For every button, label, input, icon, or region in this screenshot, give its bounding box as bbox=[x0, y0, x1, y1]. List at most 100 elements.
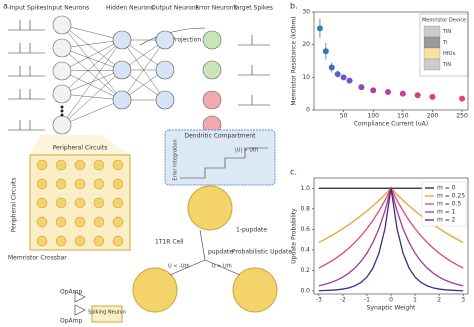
arrows bbox=[169, 229, 241, 276]
hidden-neuron bbox=[112, 60, 132, 80]
spike-train bbox=[8, 66, 45, 77]
spike-train bbox=[238, 65, 270, 76]
label: Error Neurons bbox=[195, 5, 236, 12]
cell-state bbox=[187, 185, 233, 231]
connection bbox=[61, 69, 123, 95]
label: 1-pupdate bbox=[236, 227, 267, 234]
memristor bbox=[74, 159, 86, 171]
memristor bbox=[74, 235, 86, 247]
legend-label: m = 0.5 bbox=[437, 201, 461, 208]
memristor bbox=[55, 235, 67, 247]
y-tick-label: 0.4 bbox=[300, 246, 310, 253]
input-neuron bbox=[52, 115, 72, 135]
connection bbox=[61, 24, 123, 41]
spike-train bbox=[8, 120, 45, 131]
layer bbox=[423, 36, 441, 49]
connection bbox=[61, 39, 123, 49]
layer bbox=[423, 25, 441, 38]
memristor bbox=[93, 197, 105, 209]
point bbox=[370, 87, 377, 94]
y-tick-label: 0.6 bbox=[300, 226, 310, 233]
connection bbox=[61, 69, 123, 72]
error-neuron bbox=[202, 60, 222, 80]
spike-train bbox=[238, 95, 270, 106]
connection bbox=[61, 24, 123, 71]
label: Target Spikes bbox=[232, 5, 273, 12]
x-tick-label: 250 bbox=[456, 113, 468, 120]
arrow bbox=[139, 27, 206, 46]
point bbox=[385, 89, 392, 96]
point bbox=[316, 25, 323, 32]
x-tick-label: 150 bbox=[397, 113, 409, 120]
memristor bbox=[74, 178, 86, 190]
x-tick-label: 1 bbox=[413, 297, 417, 304]
connection bbox=[61, 39, 123, 72]
memristor bbox=[36, 216, 48, 228]
memristor bbox=[93, 178, 105, 190]
hidden-neuron bbox=[112, 90, 132, 110]
connection bbox=[61, 47, 123, 71]
memristor bbox=[55, 197, 67, 209]
label: Memristor Crossbar bbox=[8, 255, 67, 262]
memristor bbox=[55, 159, 67, 171]
connection bbox=[61, 70, 123, 101]
point bbox=[358, 84, 365, 91]
point bbox=[340, 74, 347, 81]
label: Hidden Neurons bbox=[106, 5, 154, 12]
label: |U| > Uth bbox=[235, 148, 258, 154]
input-neuron bbox=[52, 38, 72, 58]
neuron-box bbox=[91, 305, 123, 323]
point bbox=[346, 77, 353, 84]
connection bbox=[61, 69, 123, 126]
point bbox=[334, 71, 341, 78]
input-neuron bbox=[52, 61, 72, 81]
y-axis-label: Update Probability bbox=[291, 208, 298, 264]
panel-letter: b. bbox=[290, 2, 298, 11]
label: Input Spikes bbox=[10, 5, 47, 12]
trapezoid bbox=[30, 135, 130, 155]
point bbox=[328, 64, 335, 71]
label: 1T1R Cell bbox=[155, 239, 184, 246]
label: OpAmp bbox=[60, 289, 82, 296]
memristor bbox=[74, 197, 86, 209]
legend-label: m = 2 bbox=[437, 217, 456, 224]
network bbox=[8, 15, 270, 155]
step-trace bbox=[180, 147, 268, 179]
x-tick-label: 50 bbox=[340, 113, 348, 120]
dot bbox=[60, 109, 64, 113]
legend-label: m = 0 bbox=[437, 185, 456, 192]
memristor bbox=[112, 235, 124, 247]
label: U > Uth bbox=[212, 264, 232, 270]
connection bbox=[61, 39, 123, 126]
x-tick-label: -2 bbox=[340, 297, 346, 304]
output-neuron bbox=[155, 30, 175, 50]
label: Input Neurons bbox=[47, 5, 89, 12]
memristor bbox=[36, 178, 48, 190]
layer-label: Ti bbox=[442, 40, 447, 46]
memristor bbox=[74, 216, 86, 228]
memristor bbox=[112, 216, 124, 228]
point bbox=[459, 95, 466, 102]
x-tick-label: 3 bbox=[461, 297, 465, 304]
panel-letter: a. bbox=[3, 2, 10, 11]
memristor bbox=[93, 216, 105, 228]
label: Spiking Neuron bbox=[88, 310, 126, 316]
spike-train bbox=[8, 89, 45, 100]
y-tick-label: 0.0 bbox=[300, 287, 310, 294]
connection bbox=[61, 99, 123, 126]
input-neuron bbox=[52, 15, 72, 35]
memristor bbox=[36, 159, 48, 171]
spike-train bbox=[238, 35, 270, 46]
line bbox=[318, 188, 464, 292]
y-tick-label: 0.8 bbox=[300, 205, 310, 212]
y-tick-label: 0.2 bbox=[300, 267, 310, 274]
memristor bbox=[112, 197, 124, 209]
point bbox=[414, 92, 421, 99]
layer-label: HfOx bbox=[443, 51, 455, 57]
x-tick-label: -3 bbox=[316, 297, 322, 304]
label: Error Projection bbox=[155, 37, 201, 44]
legend-label: m = 1 bbox=[437, 209, 456, 216]
connection bbox=[61, 93, 123, 101]
hidden-neuron bbox=[112, 30, 132, 50]
